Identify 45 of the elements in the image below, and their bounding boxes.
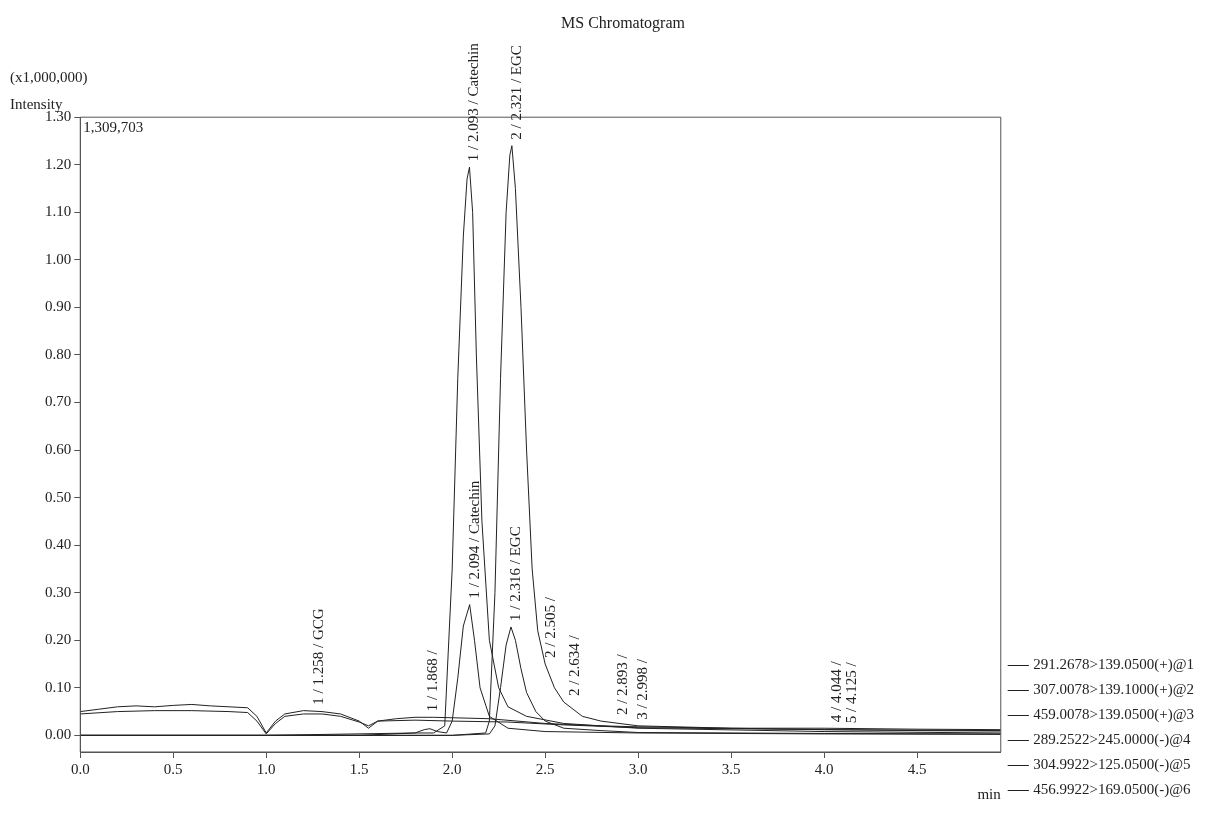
x-tick-label: 3.0 [628,760,648,777]
y-tick-label: 0.70 [45,393,72,410]
annotation: 1,309,703 [83,118,144,135]
legend-label: 289.2522>245.0000(-)@4 [1033,731,1192,749]
y-tick-label: 0.20 [45,631,72,648]
x-tick-label: 4.5 [907,760,927,777]
y-tick-label: 1.10 [45,203,72,220]
legend-label: 456.9922>169.0500(-)@6 [1033,781,1192,799]
legend-label: 291.2678>139.0500(+)@1 [1033,656,1195,674]
annotation: 2 / 2.893 / [614,653,631,716]
annotation: 1 / 1.868 / [423,649,440,712]
legend-label: 304.9922>125.0500(-)@5 [1033,756,1191,774]
annotation: 1 / 1.258 / GCG [310,608,327,705]
annotation: 1 / 2.094 / Catechin [465,480,482,599]
y-tick-label: 0.00 [45,726,72,743]
annotation: 4 / 4.044 / [828,660,845,723]
annotation: 5 / 4.125 / [843,661,860,724]
y-tick-label: 1.20 [45,155,72,172]
annotation: 1 / 2.316 / EGC [506,526,523,621]
y-tick-label: 0.80 [45,345,72,362]
annotation: 3 / 2.998 / [633,658,650,720]
annotation: 2 / 2.505 / [542,596,559,659]
y-tick-label: 0.50 [45,488,72,505]
y-tick-label: 0.40 [45,536,72,553]
x-tick-label: 0.0 [70,760,90,777]
y-tick-label: 0.90 [45,298,72,315]
x-tick-label: 1.0 [256,760,276,777]
chart-title: MS Chromatogram [561,13,686,32]
x-axis-title: min [977,785,1002,802]
annotation: 2 / 2.634 / [566,634,583,697]
x-tick-label: 3.5 [721,760,741,777]
x-tick-label: 0.5 [163,760,183,777]
annotation: 2 / 2.321 / EGC [507,45,524,140]
legend-label: 307.0078>139.1000(+)@2 [1033,681,1195,699]
y-tick-label: 0.60 [45,440,72,457]
y-tick-label: 0.10 [45,678,72,695]
annotation: 1 / 2.093 / Catechin [465,42,482,162]
x-tick-label: 4.0 [814,760,834,777]
x-tick-label: 2.0 [442,760,462,777]
x-tick-label: 1.5 [349,760,369,777]
x-tick-label: 2.5 [535,760,555,777]
legend-label: 459.0078>139.0500(+)@3 [1033,706,1195,724]
text: (x1,000,000) [10,68,88,86]
y-tick-label: 0.30 [45,583,72,600]
y-tick-label: 1.00 [45,250,72,267]
